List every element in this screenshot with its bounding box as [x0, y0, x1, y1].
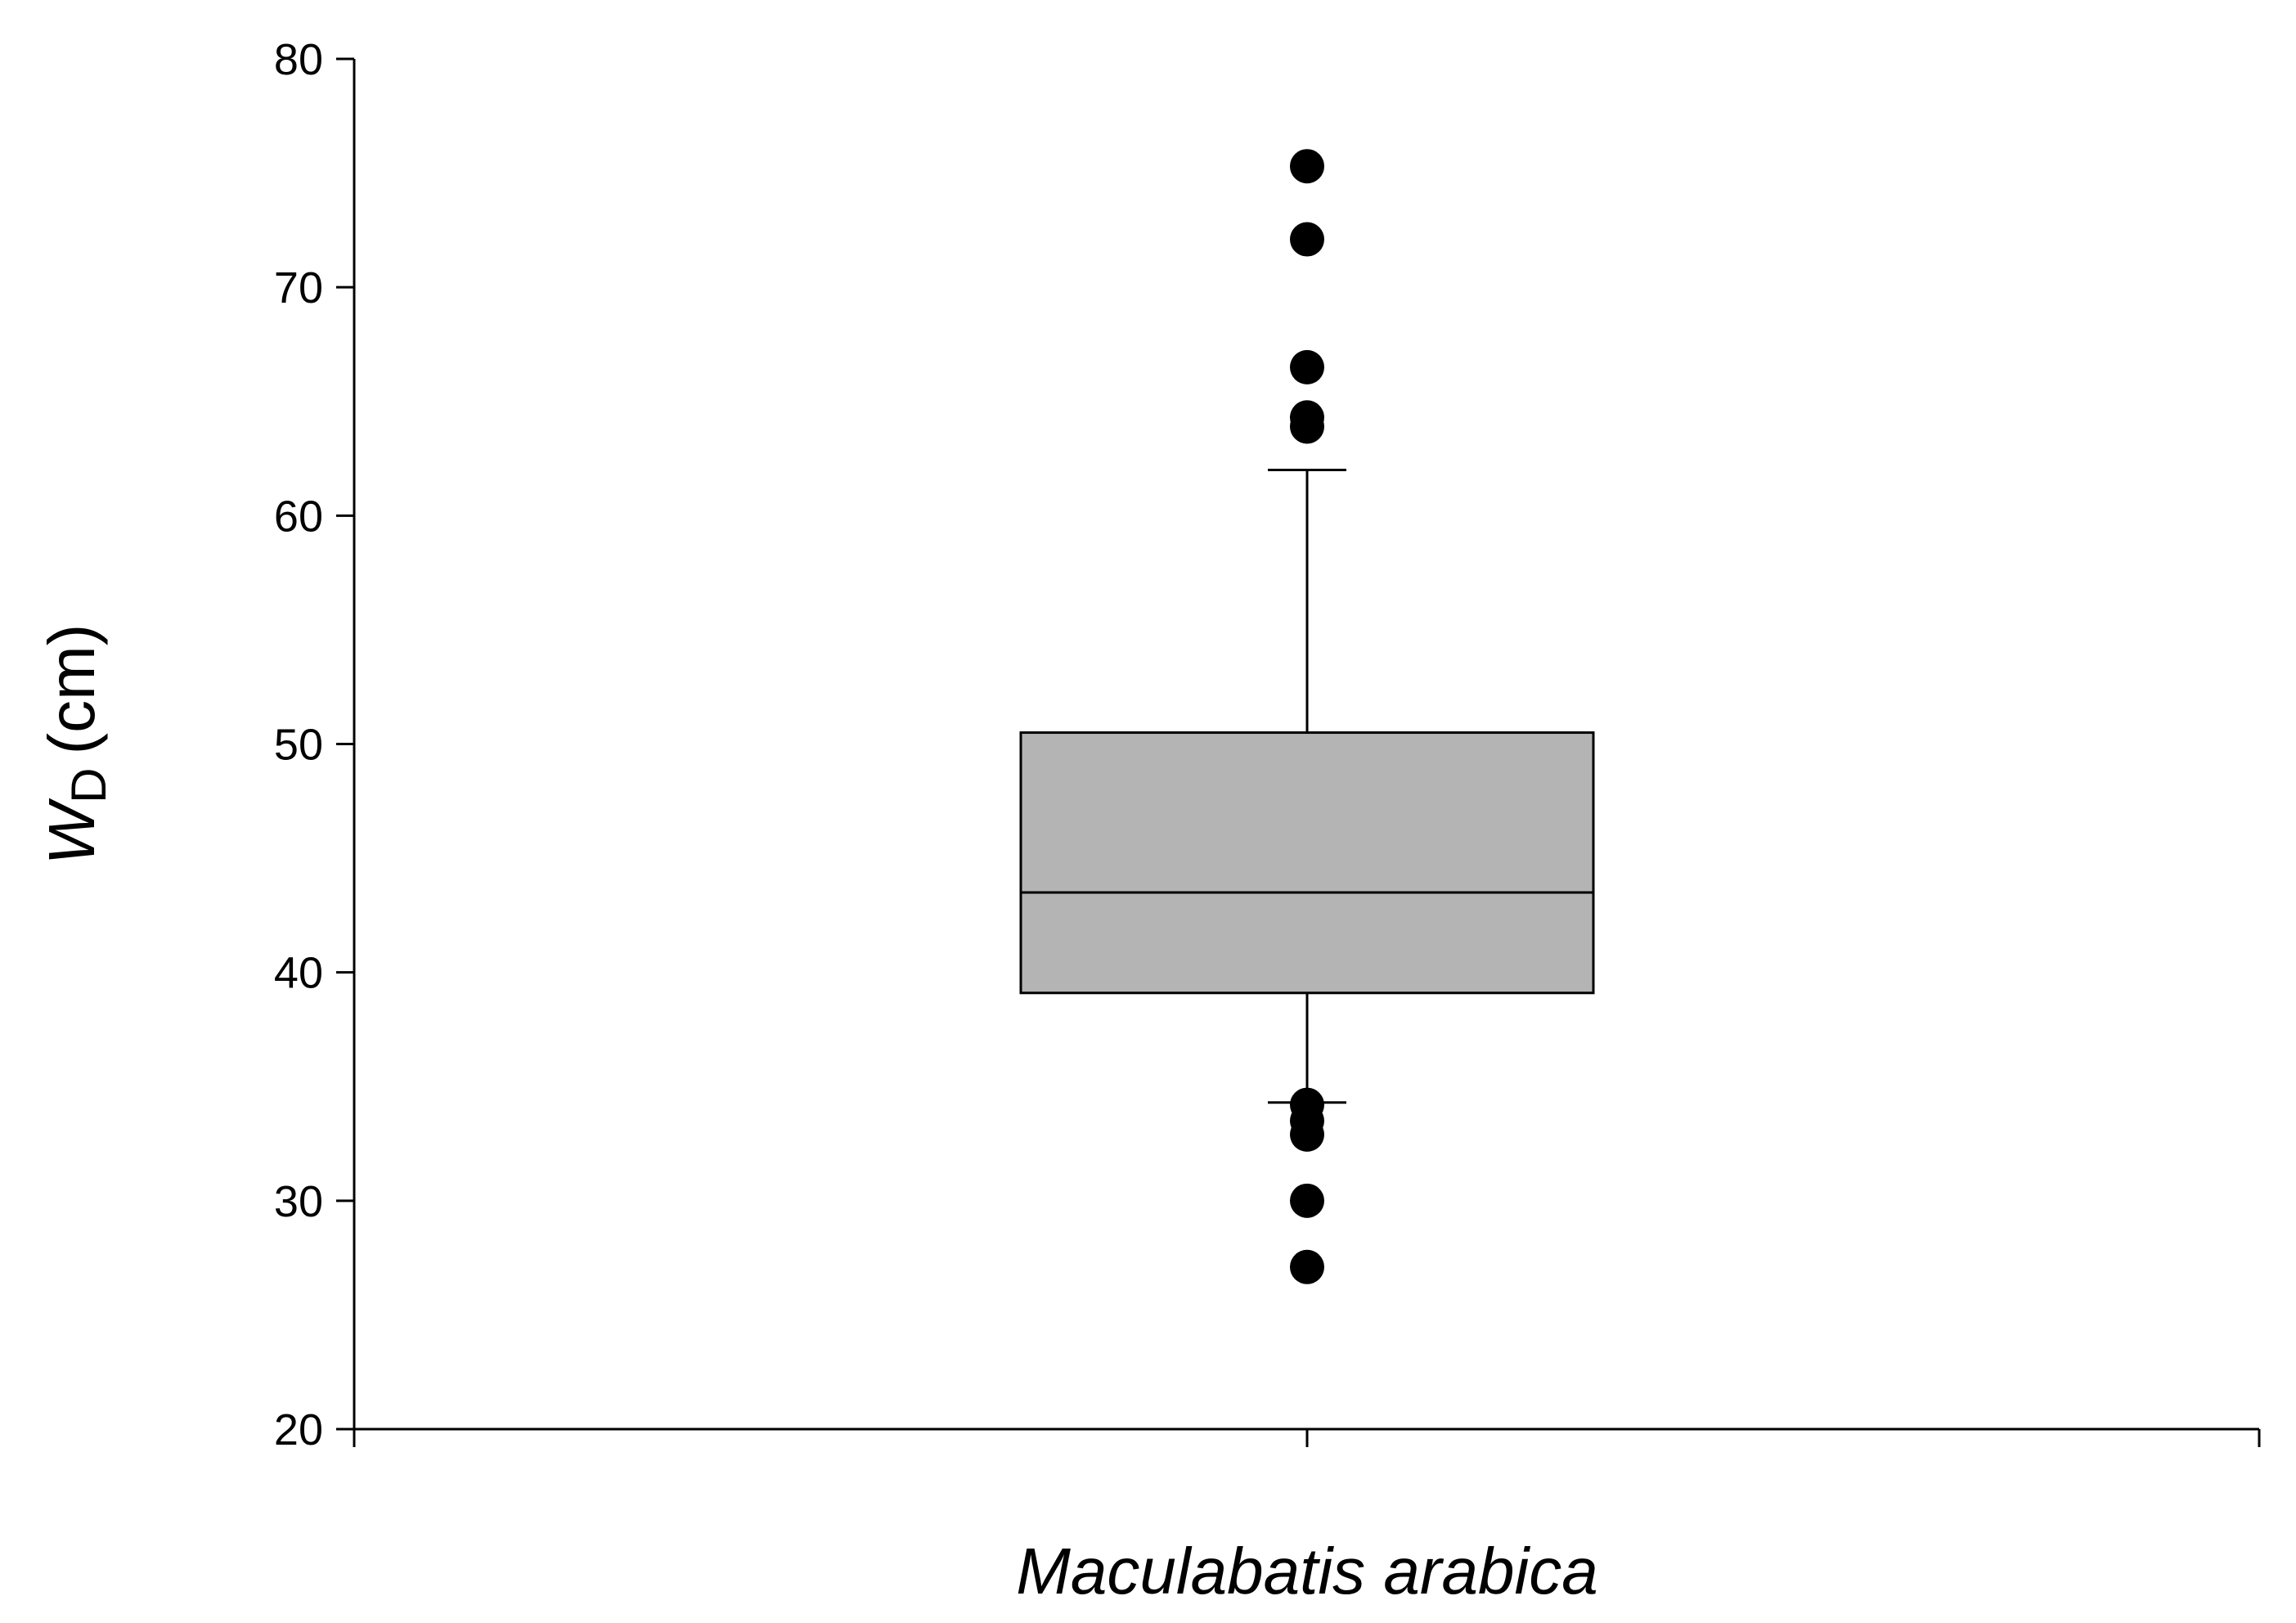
y-tick-label: 60	[274, 492, 323, 541]
outlier-points	[1290, 149, 1324, 1284]
outlier-point	[1290, 149, 1324, 184]
outlier-point	[1290, 349, 1324, 384]
y-axis-title: WD (cm)	[35, 624, 116, 865]
y-tick-label: 80	[274, 35, 323, 84]
interquartile-box	[1019, 731, 1595, 995]
y-axis-title-subscript: D	[61, 768, 116, 803]
y-tick-label: 70	[274, 263, 323, 312]
outlier-point	[1290, 1183, 1324, 1218]
x-axis-title: Maculabatis arabica	[1016, 1535, 1597, 1607]
y-axis-title-unit: (cm)	[35, 624, 108, 755]
outlier-point	[1290, 1249, 1324, 1284]
y-tick-label: 50	[274, 721, 323, 770]
x-axis-ticks	[353, 1429, 2261, 1447]
outlier-point	[1290, 409, 1324, 444]
y-tick-label: 30	[274, 1177, 323, 1226]
y-axis-ticks: 20 30 40 50 60 70 80	[274, 35, 354, 1454]
y-tick-label: 40	[274, 949, 323, 998]
y-tick-label: 20	[274, 1405, 323, 1454]
outlier-point	[1290, 222, 1324, 257]
y-axis-title-symbol: W	[35, 798, 108, 865]
outlier-point	[1290, 1117, 1324, 1152]
